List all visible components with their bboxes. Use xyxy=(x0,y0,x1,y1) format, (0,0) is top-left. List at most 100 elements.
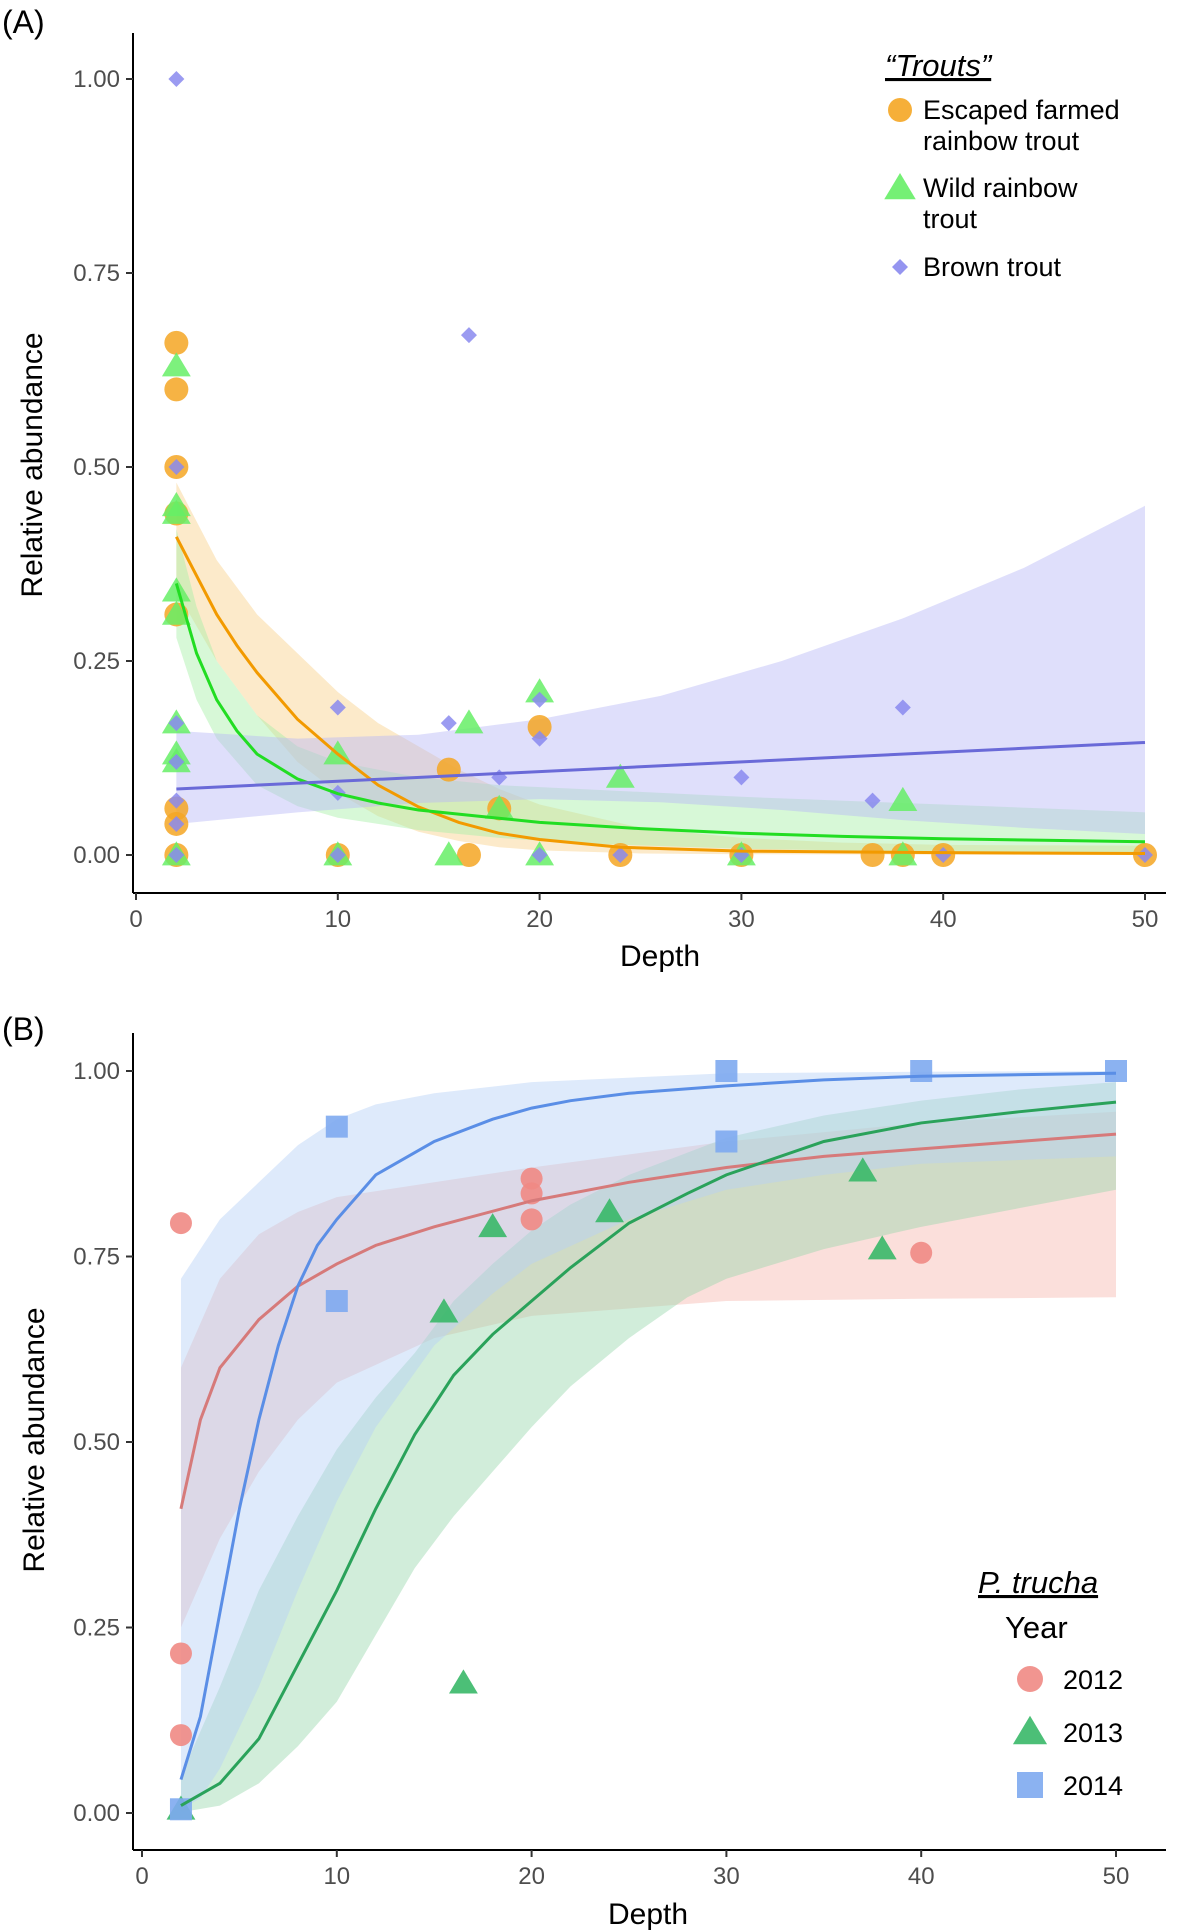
data-point-brown-trout-9 xyxy=(329,847,346,863)
legend-marker-2012 xyxy=(1017,1666,1043,1692)
fit-line-2013 xyxy=(180,1100,1117,1807)
data-point-2013-5 xyxy=(848,1157,878,1182)
fit-line-2012 xyxy=(179,1132,1117,1510)
panel-label: (B) xyxy=(2,1011,45,1047)
y-tick-label: 0.50 xyxy=(73,1429,120,1456)
x-tick-label: 0 xyxy=(135,1863,148,1890)
data-point-wild-rainbow-trout-14 xyxy=(525,678,555,703)
x-tick-label: 0 xyxy=(129,906,142,933)
data-point-escaped-farmed-rainbow-trout-10 xyxy=(456,843,481,867)
legend-marker-2014 xyxy=(1017,1772,1043,1798)
y-axis-title: Relative abundance xyxy=(16,332,49,597)
data-point-2013-4 xyxy=(595,1198,624,1223)
data-point-wild-rainbow-trout-16 xyxy=(605,763,635,788)
x-axis-title: Depth xyxy=(620,940,700,973)
legend-label: 2012 xyxy=(1063,1665,1123,1695)
data-point-brown-trout-2 xyxy=(168,715,185,732)
data-point-2014-1 xyxy=(325,1115,348,1138)
data-point-brown-trout-10 xyxy=(440,715,457,732)
y-tick-label: 0.75 xyxy=(73,1244,120,1271)
legend-label: 2014 xyxy=(1063,1771,1123,1801)
x-tick-label: 10 xyxy=(324,906,351,933)
data-point-brown-trout-0 xyxy=(168,71,185,87)
legend-label: Wild rainbow xyxy=(923,173,1078,203)
data-point-2013-2 xyxy=(448,1669,478,1694)
data-point-brown-trout-14 xyxy=(531,730,548,747)
data-point-brown-trout-19 xyxy=(864,792,881,809)
data-point-escaped-farmed-rainbow-trout-15 xyxy=(860,843,885,867)
y-tick-label: 0.75 xyxy=(73,260,120,287)
data-point-wild-rainbow-trout-11 xyxy=(434,841,464,866)
legend-marker-brown-trout xyxy=(892,259,908,275)
data-point-wild-rainbow-trout-4 xyxy=(161,600,191,625)
panel-label: (A) xyxy=(2,4,45,40)
x-tick-label: 40 xyxy=(930,906,957,933)
data-point-escaped-farmed-rainbow-trout-0 xyxy=(164,330,189,355)
data-point-escaped-farmed-rainbow-trout-12 xyxy=(527,714,552,739)
y-axis-title: Relative abundance xyxy=(18,1307,51,1572)
data-point-brown-trout-4 xyxy=(168,792,185,809)
x-tick-label: 30 xyxy=(728,906,755,933)
legend: P. trucha Year 2012 2013 2014 xyxy=(978,1565,1123,1801)
fit-line-wild-rainbow-trout xyxy=(174,582,1146,844)
data-point-brown-trout-13 xyxy=(531,691,548,708)
data-point-wild-rainbow-trout-12 xyxy=(454,709,484,734)
confidence-band-escaped-farmed-rainbow-trout xyxy=(176,482,1146,855)
x-tick-label: 10 xyxy=(323,1863,350,1890)
y-tick-label: 1.00 xyxy=(73,1058,120,1085)
data-point-wild-rainbow-trout-3 xyxy=(161,577,191,602)
data-point-escaped-farmed-rainbow-trout-9 xyxy=(436,757,461,782)
x-tick-label: 20 xyxy=(526,906,553,933)
data-point-2012-6 xyxy=(910,1241,933,1264)
data-point-2012-2 xyxy=(169,1724,192,1747)
data-point-2014-3 xyxy=(715,1060,738,1082)
data-point-brown-trout-22 xyxy=(1137,847,1153,863)
y-tick-label: 0.00 xyxy=(73,842,120,869)
x-tick-label: 50 xyxy=(1103,1863,1130,1890)
y-tick-label: 0.25 xyxy=(73,1615,120,1642)
data-point-2013-1 xyxy=(429,1298,459,1323)
data-point-wild-rainbow-trout-13 xyxy=(484,794,514,819)
y-tick-label: 0.25 xyxy=(73,648,120,675)
y-tick-label: 0.00 xyxy=(73,1800,120,1827)
confidence-band-2013 xyxy=(180,1082,1116,1813)
data-point-brown-trout-21 xyxy=(935,847,952,863)
x-tick-label: 50 xyxy=(1132,906,1159,933)
legend-subtitle: Year xyxy=(1005,1610,1068,1645)
fit-line-brown-trout xyxy=(176,740,1146,791)
legend-title: “Trouts” xyxy=(885,48,993,83)
x-tick-label: 30 xyxy=(713,1863,740,1890)
data-point-2012-0 xyxy=(169,1212,192,1235)
data-point-brown-trout-6 xyxy=(168,847,185,863)
data-point-2014-4 xyxy=(715,1130,738,1153)
y-tick-label: 1.00 xyxy=(73,66,120,93)
legend-marker-2013 xyxy=(1012,1715,1048,1745)
x-tick-label: 40 xyxy=(908,1863,935,1890)
data-point-brown-trout-16 xyxy=(612,847,629,863)
data-point-wild-rainbow-trout-2 xyxy=(161,499,191,524)
confidence-band-brown-trout xyxy=(176,505,1146,835)
x-tick-label: 20 xyxy=(518,1863,545,1890)
data-point-brown-trout-11 xyxy=(460,327,477,344)
data-point-brown-trout-20 xyxy=(894,699,911,716)
data-point-2013-6 xyxy=(867,1235,897,1260)
data-point-2014-5 xyxy=(910,1060,933,1082)
data-point-wild-rainbow-trout-18 xyxy=(888,786,918,811)
legend-marker-wild-rainbow-trout xyxy=(884,173,916,200)
legend-label: Escaped farmed xyxy=(923,95,1120,125)
legend-title: P. trucha xyxy=(978,1565,1098,1600)
data-point-2013-3 xyxy=(478,1213,508,1238)
data-point-2012-1 xyxy=(169,1642,192,1665)
data-point-brown-trout-5 xyxy=(168,815,185,832)
fit-line-2014 xyxy=(179,1071,1117,1781)
panel-a: (A) 0.00 0.25 0.50 0.75 1.00 0 10 20 30 40 50 Relati… xyxy=(2,4,1166,973)
legend-label: 2013 xyxy=(1063,1718,1123,1748)
confidence-band-2014 xyxy=(180,1071,1116,1810)
data-point-brown-trout-1 xyxy=(168,459,185,475)
data-point-2014-2 xyxy=(325,1290,348,1313)
y-tick-label: 0.50 xyxy=(73,454,120,481)
legend-label: rainbow trout xyxy=(923,126,1080,156)
legend-label: Brown trout xyxy=(923,252,1062,282)
